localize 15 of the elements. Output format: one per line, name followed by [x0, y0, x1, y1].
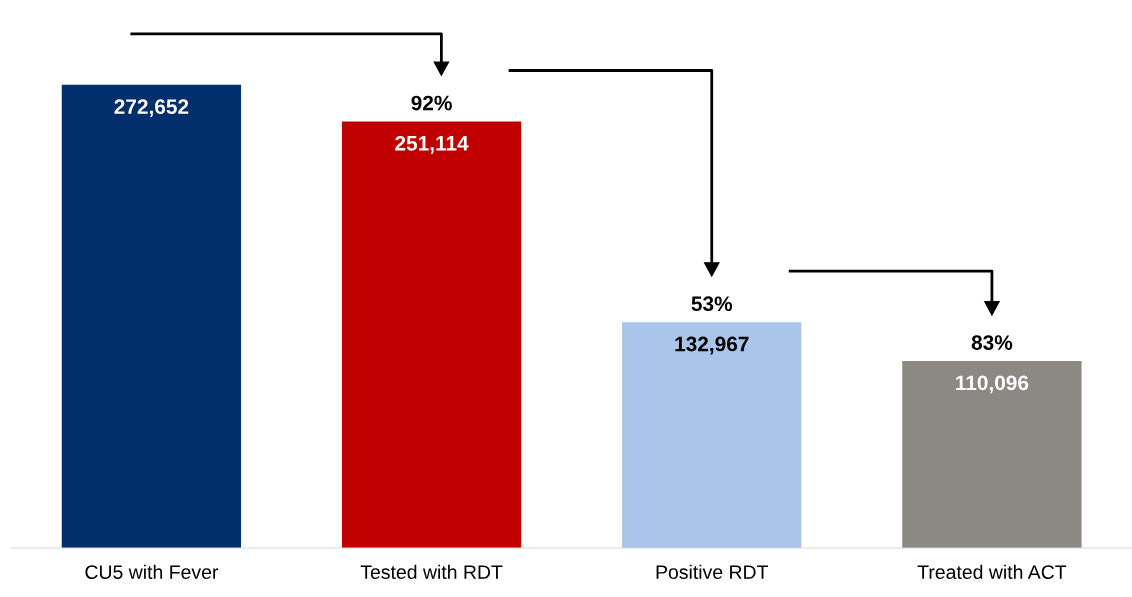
annotation: 53% [691, 296, 733, 312]
x-tick-label: CU5 with Fever [85, 564, 219, 579]
bar [902, 361, 1082, 549]
x-tick-label: Positive RDT [656, 564, 769, 579]
data-label: 110,096 [956, 375, 1029, 394]
bar [341, 121, 522, 549]
data-label: 132,967 [675, 336, 749, 355]
annotation: 92% [411, 95, 452, 111]
data-label: 251,114 [395, 135, 469, 154]
data-label: 272,652 [114, 99, 189, 118]
bar [61, 84, 242, 549]
annotation: 83% [971, 335, 1013, 350]
bar [622, 322, 802, 549]
x-tick-label: Tested with RDT [360, 564, 503, 579]
x-tick-label: Treated with ACT [917, 564, 1067, 579]
